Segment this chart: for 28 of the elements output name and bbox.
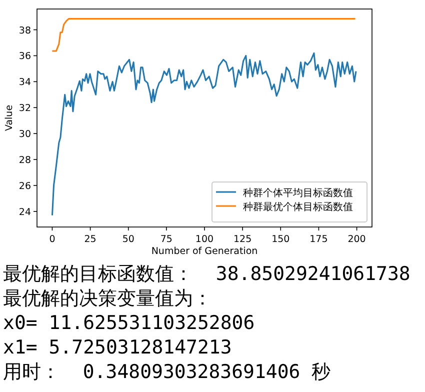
text: x1= 5.72503128147213 [3, 336, 232, 358]
text: 最优解的决策变量值为： [3, 288, 212, 310]
line-series [51, 52, 357, 216]
y-tick-label: 26 [18, 180, 31, 192]
x-tick-label: 100 [195, 234, 214, 245]
text: 最优解的目标函数值： 38.85029241061738 [3, 263, 410, 285]
x-tick-label: 0 [49, 234, 56, 245]
x-tick-label: 125 [234, 234, 252, 245]
y-tick-label: 28 [18, 155, 31, 166]
x-tick-label: 50 [122, 234, 134, 245]
y-tick-label: 38 [18, 25, 31, 36]
y-tick-label: 36 [18, 51, 31, 62]
y-tick-label: 24 [18, 206, 31, 218]
x-tick-label: 150 [272, 234, 290, 245]
x-axis-title: Number of Generation [151, 246, 258, 257]
y-tick-label: 32 [18, 103, 31, 114]
y-tick-label: 34 [18, 77, 31, 88]
x-tick-label: 175 [310, 234, 328, 245]
legend-label: 种群个体平均目标函数值 [243, 187, 353, 199]
line-series [51, 18, 356, 52]
x-tick-label: 25 [84, 234, 96, 245]
y-tick-label: 30 [18, 129, 31, 140]
x-tick-label: 200 [348, 234, 366, 245]
y-axis-title: Value [4, 104, 15, 132]
text: x0= 11.625531103252806 [3, 312, 255, 334]
text: 用时： 0.34809303283691406 秒 [3, 361, 331, 383]
x-tick-label: 75 [160, 234, 172, 245]
legend-label: 种群最优个体目标函数值 [243, 201, 353, 213]
